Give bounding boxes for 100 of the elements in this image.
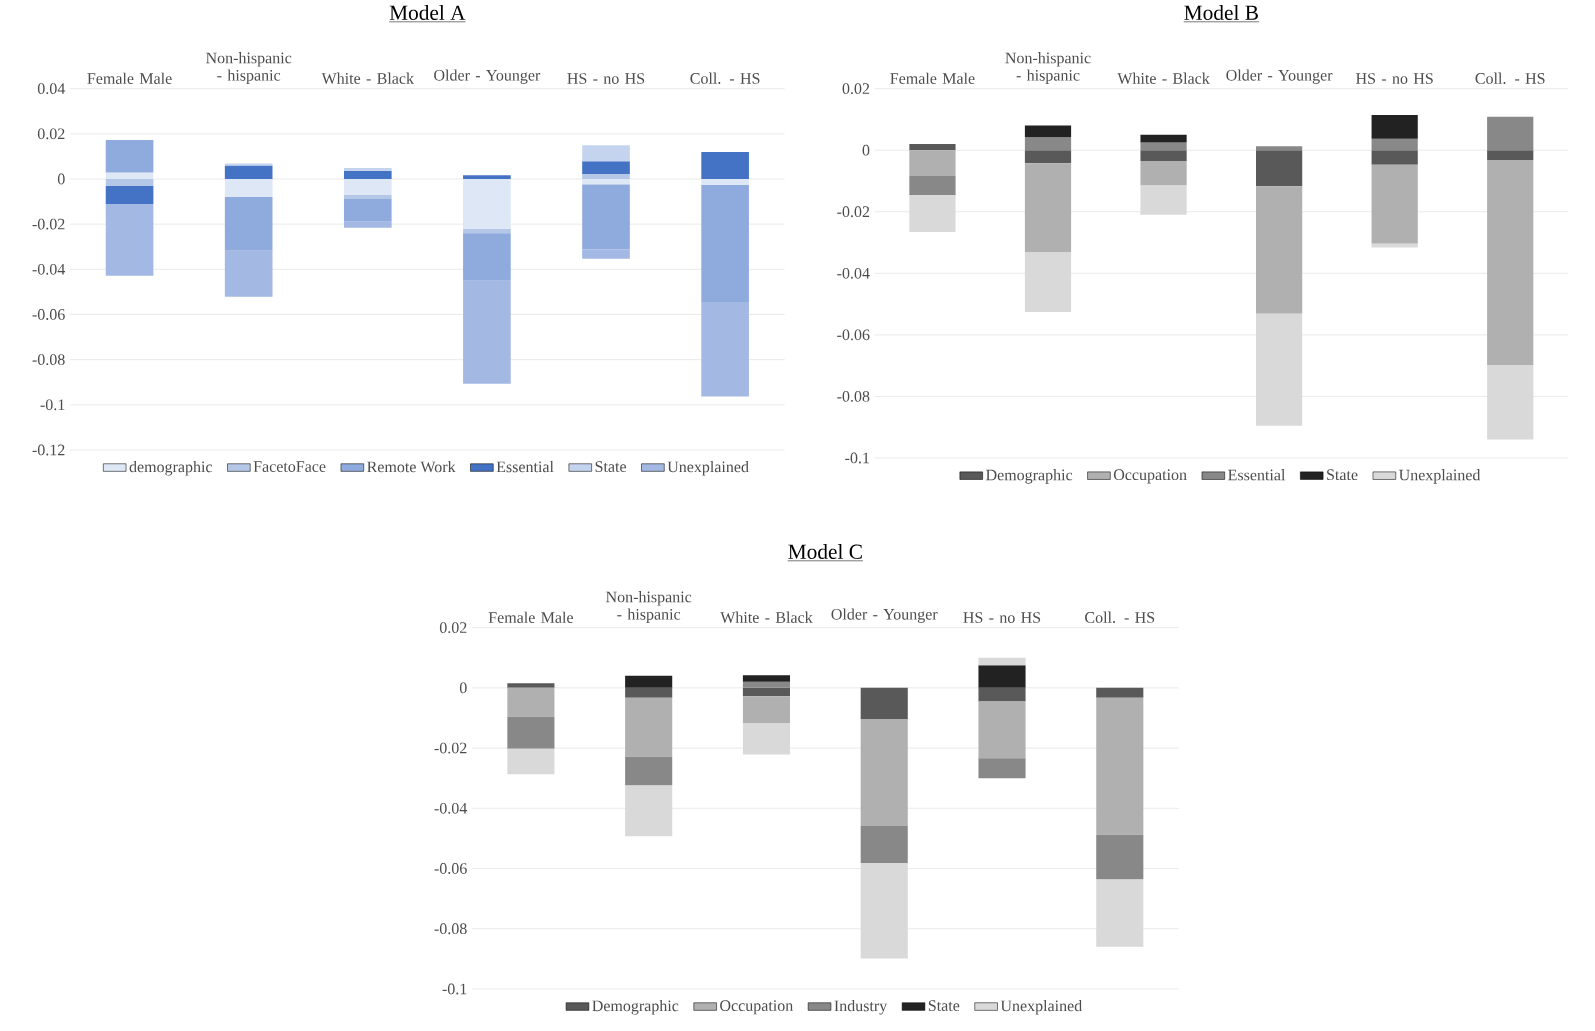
- x-tick-label: Older - Younger: [831, 608, 938, 623]
- bar: [978, 665, 1026, 688]
- bar: [1140, 150, 1187, 161]
- y-tick-label: -0.08: [837, 390, 870, 402]
- bar: [625, 697, 673, 757]
- x-tick-label: HS - no HS: [963, 612, 1041, 623]
- bar: [1024, 137, 1072, 151]
- bar: [1487, 116, 1534, 151]
- bar: [582, 184, 630, 250]
- bar: [463, 233, 511, 281]
- x-tick-label: Non-hispanic - hispanic: [206, 52, 292, 84]
- bar: [1371, 164, 1418, 244]
- chart-title: Model B: [1184, 4, 1258, 20]
- y-tick-label: -0.06: [32, 309, 65, 320]
- bar: [1096, 697, 1144, 835]
- bar: [507, 716, 555, 749]
- bar: [1140, 185, 1187, 215]
- bar: [463, 178, 511, 230]
- bar: [105, 172, 154, 179]
- chart-title: Model A: [389, 4, 466, 20]
- bar: [507, 683, 555, 688]
- bar: [742, 687, 791, 697]
- y-tick-label: -0.1: [40, 399, 65, 411]
- x-tick-label: Female Male: [87, 72, 172, 84]
- bar: [343, 221, 392, 228]
- legend-label: Unexplained: [1000, 1000, 1082, 1015]
- y-tick-label: -0.04: [434, 802, 468, 814]
- bar: [582, 178, 630, 185]
- bar: [909, 150, 956, 177]
- y-tick-label: -0.06: [837, 329, 870, 341]
- bar: [463, 175, 511, 179]
- legend-label: Essential: [496, 461, 554, 473]
- x-tick-label: White - Black: [1117, 72, 1210, 84]
- bar: [507, 748, 555, 775]
- legend-label: Industry: [834, 1000, 888, 1015]
- x-tick-label: Older - Younger: [1226, 69, 1333, 84]
- legend-label: Unexplained: [1398, 469, 1481, 484]
- bar: [1487, 150, 1534, 161]
- bar: [224, 165, 273, 179]
- bar: [978, 657, 1026, 666]
- legend-label: State: [1327, 469, 1358, 481]
- bar: [507, 687, 555, 717]
- bar: [343, 170, 392, 179]
- bar: [860, 687, 908, 719]
- bar: [742, 696, 791, 724]
- y-tick-label: -0.08: [32, 354, 65, 366]
- bar: [463, 280, 511, 384]
- bar: [701, 302, 749, 397]
- x-tick-label: Female Male: [890, 72, 975, 84]
- bar: [1096, 687, 1144, 698]
- bar: [909, 176, 956, 196]
- chart-title: Model C: [788, 543, 862, 559]
- bar: [1256, 146, 1303, 151]
- bar: [701, 178, 749, 186]
- bar: [463, 229, 511, 234]
- bar: [625, 675, 673, 688]
- legend-label: FacetoFace: [253, 461, 326, 472]
- bar: [343, 178, 392, 196]
- bar: [343, 199, 392, 222]
- bar: [1024, 163, 1072, 253]
- bar: [860, 863, 908, 959]
- y-tick-label: -0.02: [32, 218, 65, 230]
- y-tick-label: -0.02: [837, 206, 870, 218]
- bar: [1256, 150, 1303, 187]
- x-tick-label: Female Male: [488, 611, 573, 623]
- x-tick-label: Older - Younger: [434, 69, 541, 84]
- bar: [224, 178, 273, 198]
- y-tick-label: -0.12: [32, 444, 65, 456]
- y-tick-label: 0.02: [439, 622, 467, 634]
- bar: [343, 167, 392, 171]
- x-tick-label: Coll. - HS: [690, 72, 760, 84]
- y-tick-label: -0.1: [845, 452, 870, 464]
- bar: [582, 161, 630, 175]
- bar: [1487, 160, 1534, 366]
- y-tick-label: -0.06: [434, 863, 467, 874]
- legend-label: Occupation: [1113, 469, 1187, 484]
- legend-label: State: [595, 461, 627, 472]
- x-tick-label: Non-hispanic - hispanic: [1005, 52, 1091, 84]
- bar: [1371, 115, 1418, 139]
- bar: [1024, 125, 1072, 138]
- bar: [909, 195, 956, 233]
- bar: [343, 195, 392, 200]
- y-tick-label: 0: [459, 682, 467, 694]
- y-tick-label: 0.02: [842, 83, 870, 95]
- legend-label: demographic: [129, 461, 213, 476]
- x-tick-label: Non-hispanic - hispanic: [606, 591, 692, 623]
- y-tick-label: 0.02: [37, 128, 65, 140]
- bar: [1096, 834, 1144, 880]
- y-tick-label: 0: [862, 144, 870, 156]
- y-tick-label: -0.08: [434, 923, 467, 935]
- x-tick-label: HS - no HS: [567, 73, 645, 84]
- bar: [625, 687, 673, 698]
- bar: [1487, 365, 1534, 440]
- bar: [860, 718, 908, 827]
- bar: [625, 785, 673, 837]
- bar: [1140, 142, 1187, 151]
- y-tick-label: -0.1: [442, 983, 467, 995]
- bar: [224, 163, 273, 166]
- bar: [1096, 879, 1144, 947]
- y-tick-label: -0.04: [32, 263, 66, 275]
